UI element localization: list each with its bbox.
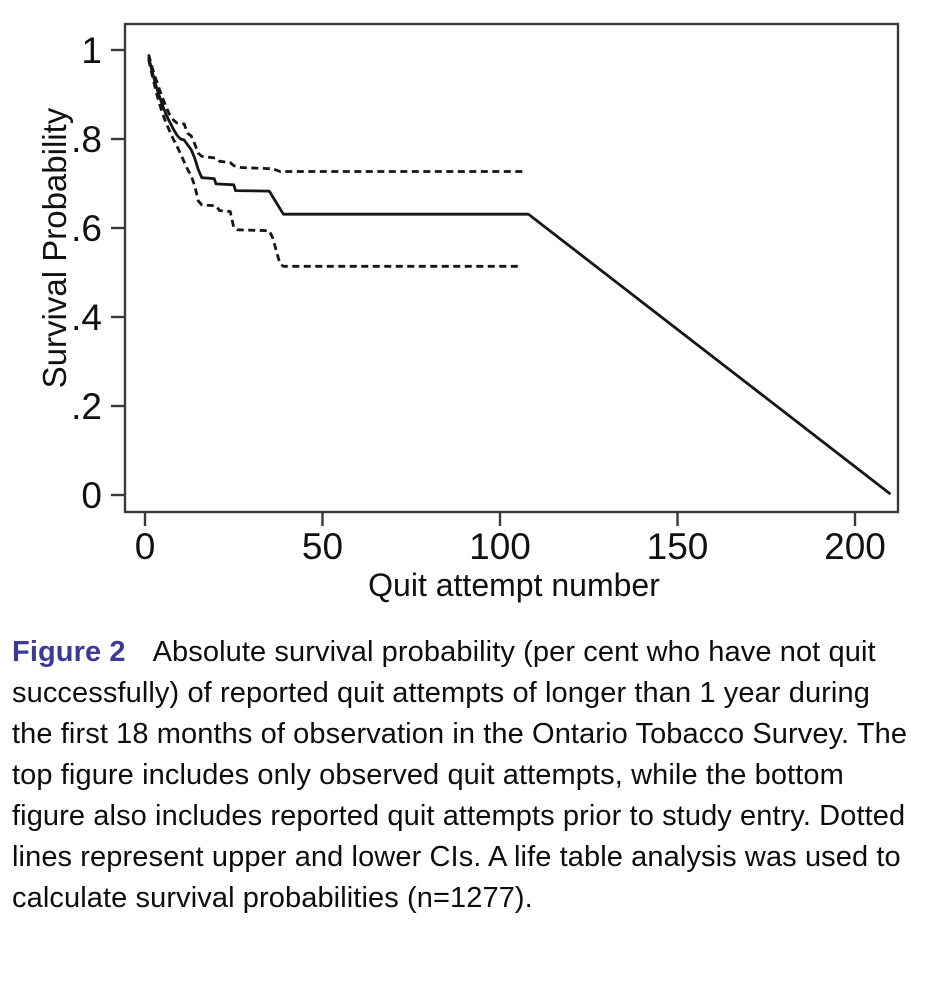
figure-2: 1 .8 .6 .4 .2 0 0 50 100 150 200 Quit attempt numbe…: [12, 22, 915, 919]
x-tick-label: 150: [647, 526, 709, 567]
x-axis-label: Quit attempt number: [368, 567, 660, 603]
y-tick-label: .8: [71, 119, 102, 160]
x-tick-label: 200: [824, 526, 886, 567]
y-tick-label: .2: [71, 386, 102, 427]
x-tick-label: 0: [135, 526, 156, 567]
x-tick-label: 100: [469, 526, 531, 567]
survival-probability-line: [147, 56, 892, 496]
figure-caption-text: Absolute survival probability (per cent …: [12, 636, 908, 914]
upper-ci-line: [147, 54, 525, 173]
y-axis-label: Survival Probability: [36, 107, 73, 388]
figure-caption: Figure 2 Absolute survival probability (p…: [12, 632, 915, 919]
y-tick-label: 0: [81, 475, 102, 516]
figure-label: Figure 2: [12, 636, 126, 668]
plot-border: [123, 22, 900, 514]
y-tick-label: .6: [71, 208, 102, 249]
y-tick-label: 1: [81, 30, 102, 71]
x-tick-label: 50: [302, 526, 343, 567]
y-tick-label: .4: [71, 297, 102, 338]
survival-chart: 1 .8 .6 .4 .2 00 50 100 150 200 Quit attempt numbe…: [36, 22, 900, 603]
lower-ci-line: [147, 58, 518, 268]
